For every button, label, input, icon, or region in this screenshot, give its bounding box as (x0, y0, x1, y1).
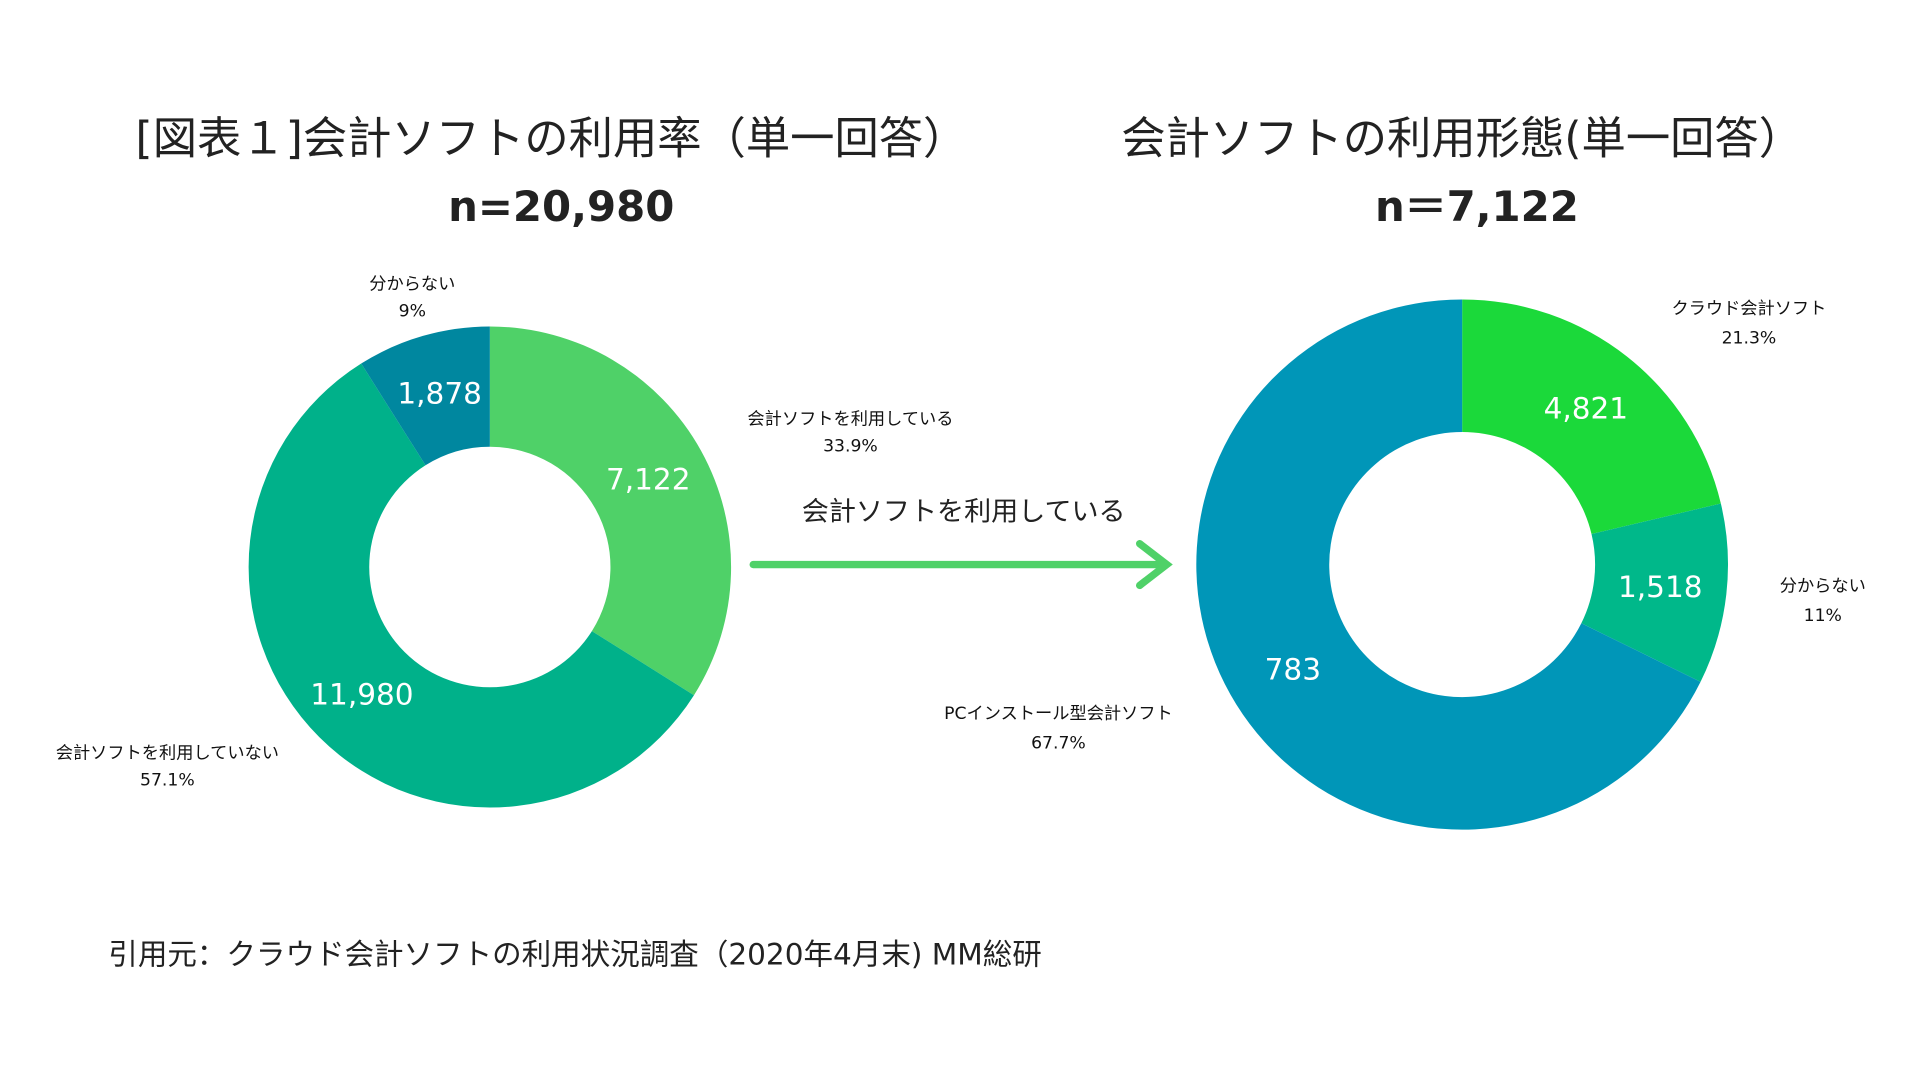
left-label-unknown: 分からない (369, 275, 455, 295)
left-chart-title: [図表１]会計ソフトの利用率（単一回答） (135, 113, 967, 164)
right-pct-cloud: 21.3% (1722, 329, 1777, 349)
left-pct-unknown: 9% (399, 302, 426, 322)
right-pct-unknown: 11% (1804, 606, 1842, 626)
left-pct-using: 33.9% (823, 437, 878, 457)
donut-slice (1196, 299, 1701, 830)
arrow-label: 会計ソフトを利用している (802, 496, 1126, 527)
left-label-using: 会計ソフトを利用している (747, 410, 953, 430)
left-label-not-using: 会計ソフトを利用していない (56, 743, 279, 763)
slice-value-label: 1,518 (1618, 570, 1703, 604)
donut-slice (489, 326, 732, 696)
donut-slice (248, 363, 694, 808)
right-label-cloud: クラウド会計ソフト (1671, 299, 1826, 319)
arrow-right-icon (749, 540, 1173, 590)
right-donut: 4,821 1,518 783 (1196, 299, 1728, 830)
right-pct-pc-install: 67.7% (1031, 734, 1086, 754)
left-pct-not-using: 57.1% (140, 770, 195, 790)
source-citation: 引用元：クラウド会計ソフトの利用状況調査（2020年4月末) MM総研 (108, 938, 1041, 972)
donut-slice (1462, 299, 1721, 535)
slice-value-label: 1,878 (397, 377, 482, 411)
left-chart-n: n=20,980 (448, 182, 674, 231)
slice-value-label: 783 (1265, 652, 1321, 686)
right-chart-title: 会計ソフトの利用形態(単一回答） (1121, 113, 1803, 164)
slice-value-label: 7,122 (606, 463, 691, 497)
left-donut: 7,122 11,980 1,878 (248, 326, 732, 808)
slice-value-label: 4,821 (1544, 391, 1629, 425)
right-label-unknown: 分からない (1780, 577, 1866, 597)
right-label-pc-install: PCインストール型会計ソフト (944, 704, 1173, 724)
donut-slice (361, 326, 490, 466)
slice-value-label: 11,980 (310, 677, 413, 711)
donut-slice (1581, 503, 1728, 682)
right-chart-n: n＝7,122 (1375, 182, 1579, 231)
